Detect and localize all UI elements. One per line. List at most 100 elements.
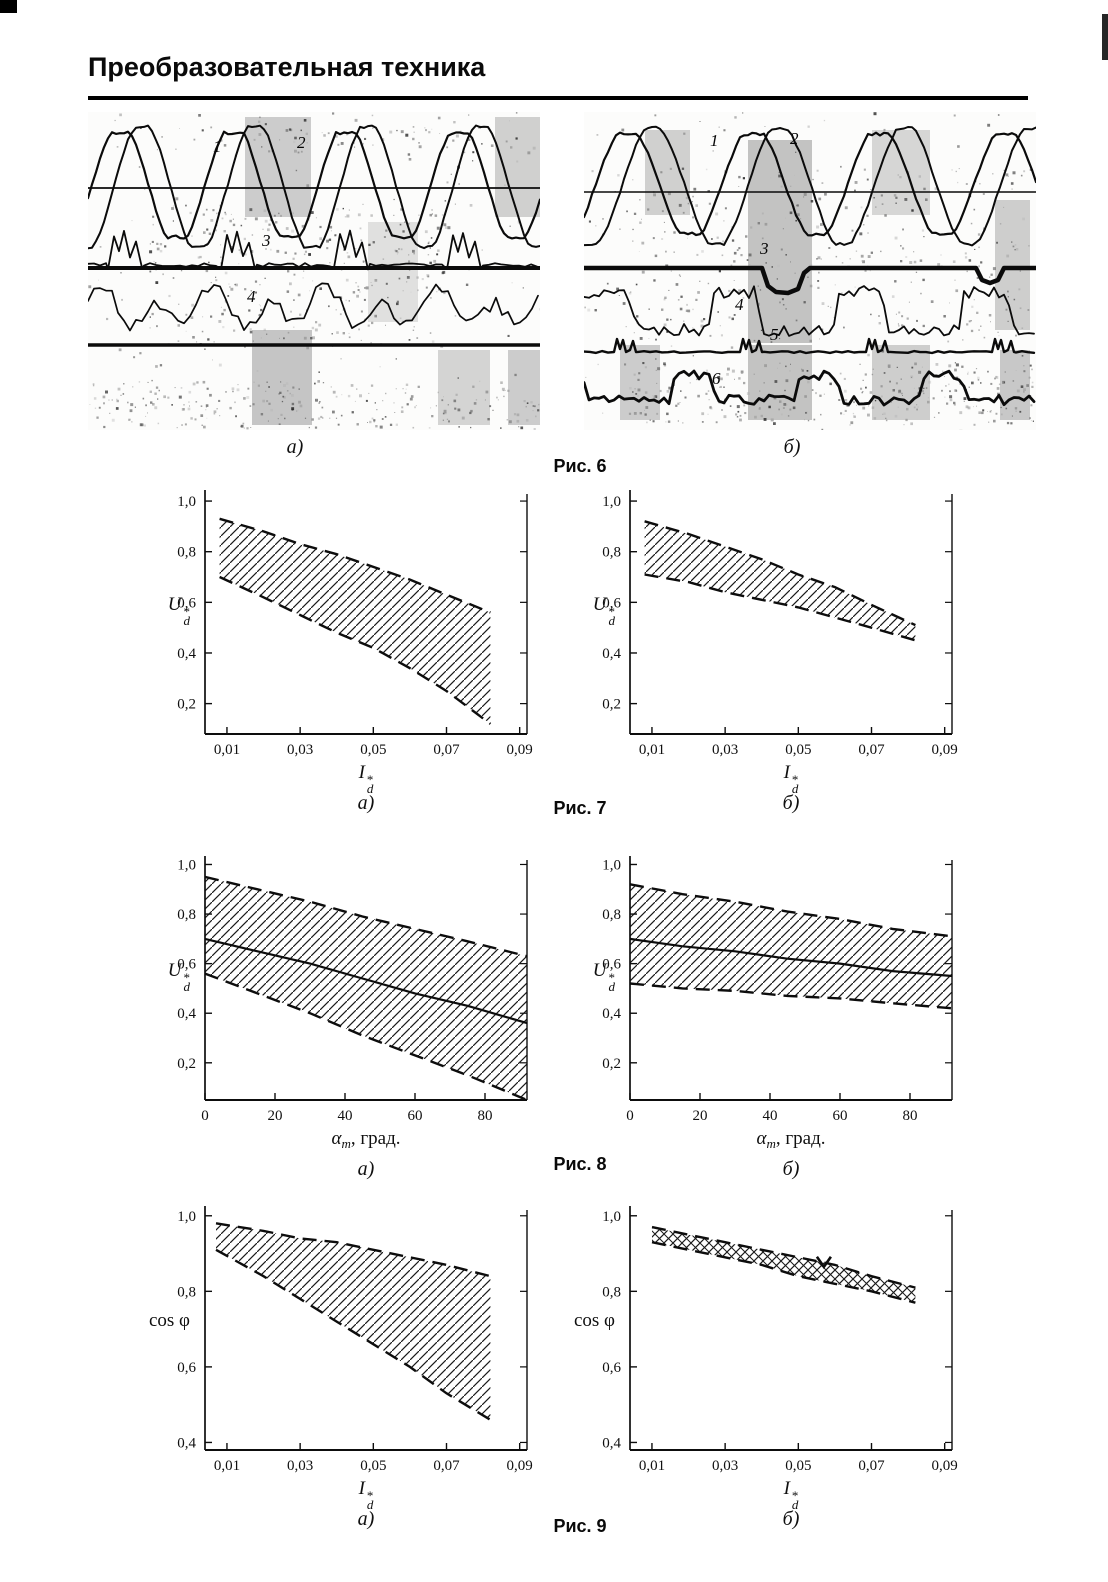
y-tick-label: 1,0 [177,1209,196,1225]
x-tick-label: 0 [201,1108,209,1124]
y-tick-label: 0,4 [177,646,196,662]
chart-fig8-panel-b: 0,2 0,4 0,6 0,8 1,0 0 20 40 60 80 U * d αт, град. б) [565,848,975,1180]
x-tick-label: 20 [268,1108,283,1124]
center-line [204,937,528,1025]
hatched-band [630,884,952,1009]
y-axis-label: U * d [592,594,615,628]
y-axis-label: cos φ [140,1310,190,1332]
hatched-band [644,521,916,641]
x-axis-label: αт, град. [331,1128,401,1151]
trace-4 [583,285,1035,337]
y-tick-label: 0,6 [177,1360,196,1376]
trace-label: 5 [770,325,779,344]
x-axis-label: αт, град. [756,1128,826,1151]
x-tick-label: 80 [903,1108,918,1124]
chart-fig9-panel-a: 0,4 0,6 0,8 1,0 0,01 0,03 0,05 0,07 0,09 cos φ I * d… [140,1198,550,1530]
x-tick-label: 60 [833,1108,848,1124]
x-tick-label: 80 [478,1108,493,1124]
axis-label-main: I [783,1478,790,1499]
x-axis-label: I * d [783,762,799,796]
x-tick-label: 0,01 [214,1458,240,1474]
x-tick-label: 40 [763,1108,778,1124]
trace-5 [582,337,1036,355]
scan-edge-artifact [1102,14,1108,60]
trace-label: 4 [247,287,256,306]
trace-2 [583,125,1037,247]
axis-label-main: α [756,1128,767,1149]
x-axis-label: I * d [783,1478,799,1512]
y-tick-label: 0,4 [177,1435,196,1451]
axis-label-main: cos φ [573,1310,615,1331]
panel-label: б) [782,1508,800,1530]
x-tick-label: 20 [693,1108,708,1124]
y-axis-label: U * d [167,594,190,628]
x-tick-label: 0,07 [858,742,885,758]
hatched-band-cross [652,1227,916,1303]
chart-canvas-fig9b: 0,4 0,6 0,8 1,0 0,01 0,03 0,05 0,07 0,09 [602,1206,958,1474]
trace-6 [582,369,1036,407]
x-tick-label: 0,03 [712,1458,738,1474]
x-axis-label: I * d [358,762,374,796]
y-tick-label: 0,6 [602,957,621,973]
band-lower-boundary [629,982,953,1010]
band-lower-boundary [651,1241,916,1304]
y-tick-label: 0,4 [602,1435,621,1451]
y-tick-label: 0,8 [602,545,621,561]
trace-label: 3 [261,231,271,250]
chart-fig7-panel-b: 0,2 0,4 0,6 0,8 1,0 0,01 0,03 0,05 0,07 0,09 U * d I *… [565,482,975,814]
fig6-panel-a-label: а) [286,436,304,458]
chart-canvas-fig8a: 0,2 0,4 0,6 0,8 1,0 0 20 40 60 80 [177,856,528,1124]
chart-canvas-fig7b: 0,2 0,4 0,6 0,8 1,0 0,01 0,03 0,05 0,07 0,09 [602,490,958,758]
header-rule [88,96,1028,100]
x-axis-label: I * d [358,1478,374,1512]
v-marker [815,1256,832,1270]
trace-2 [87,124,541,250]
band-lower-boundary [219,575,492,725]
axis-label-main: U [592,960,607,981]
trace-label: 4 [735,295,744,314]
x-tick-label: 0,09 [507,1458,533,1474]
y-tick-label: 1,0 [177,857,196,873]
trace-3 [87,229,538,271]
oscillogram-canvas-a: 1 2 3 4 [86,112,542,431]
oscillogram-photo-a: 1 2 3 4 [86,112,542,431]
y-axis-label: U * d [592,960,615,994]
panel-label: а) [357,1158,375,1180]
chart-canvas-fig7a: 0,2 0,4 0,6 0,8 1,0 0,01 0,03 0,05 0,07 0,09 [177,490,533,758]
y-tick-label: 0,2 [177,1056,196,1072]
trace-label: 2 [790,129,799,148]
x-tick-label: 0,03 [287,1458,313,1474]
y-tick-label: 1,0 [602,494,621,510]
y-tick-label: 0,6 [177,595,196,611]
band-upper-boundary [215,1222,491,1278]
axis-label-main: U [592,594,607,615]
y-tick-label: 0,8 [602,1284,621,1300]
chart-fig7-panel-a: 0,2 0,4 0,6 0,8 1,0 0,01 0,03 0,05 0,07 0,09 U * d I *… [140,482,550,814]
fig6-caption: Рис. 6 [553,456,607,476]
panel-label: а) [357,1508,375,1530]
fig7-caption: Рис. 7 [553,798,607,818]
x-tick-label: 0,05 [785,1458,811,1474]
x-tick-label: 0,05 [360,1458,386,1474]
band-upper-boundary [219,517,491,614]
page-title: Преобразовательная техника [88,52,486,82]
x-tick-label: 0,09 [932,1458,958,1474]
axis-label-main: I [358,762,365,783]
fig6-panel-b-label: б) [783,436,801,458]
photo-artifact-blocks [620,130,1030,420]
scan-corner-artifact [0,0,17,13]
y-tick-label: 1,0 [177,494,196,510]
y-tick-label: 0,4 [602,1006,621,1022]
axis-label-main: α [331,1128,342,1149]
y-tick-label: 0,4 [602,646,621,662]
y-tick-label: 0,4 [177,1006,196,1022]
trace-label: 6 [712,369,721,388]
y-tick-label: 0,8 [177,545,196,561]
x-tick-label: 0,09 [507,742,533,758]
y-tick-label: 0,2 [602,1056,621,1072]
band-lower-boundary [644,573,916,642]
hatched-band [216,1223,491,1420]
axis-label-main: I [783,762,790,783]
y-tick-label: 0,6 [602,595,621,611]
